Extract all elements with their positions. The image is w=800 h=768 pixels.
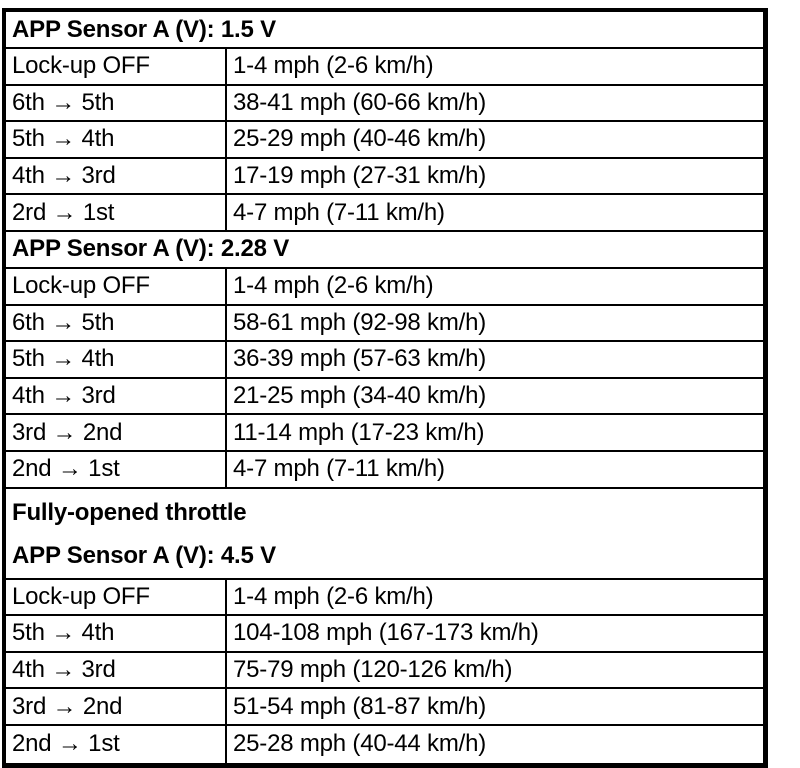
speed-value-cell: 75-79 mph (120-126 km/h): [233, 656, 513, 684]
shift-label-cell: 5th → 4th: [6, 342, 227, 377]
shift-label-cell: 2nd → 1st: [6, 725, 227, 763]
shift-label-cell: 5th → 4th: [6, 122, 227, 157]
shift-label-cell: Lock-up OFF: [6, 49, 227, 84]
table-row: 3rd → 2nd 11-14 mph (17-23 km/h): [6, 415, 763, 452]
speed-value-cell: 21-25 mph (34-40 km/h): [233, 382, 487, 410]
table-row: Lock-up OFF 1-4 mph (2-6 km/h): [6, 49, 763, 86]
shift-speed-table: APP Sensor A (V): 1.5 V Lock-up OFF 1-4 …: [2, 8, 768, 768]
speed-value-cell: 25-28 mph (40-44 km/h): [233, 730, 487, 758]
shift-label-cell: 6th → 5th: [6, 305, 227, 341]
shift-label-cell: 5th → 4th: [6, 616, 227, 651]
speed-value-cell: 104-108 mph (167-173 km/h): [233, 619, 539, 647]
shift-label-cell: 3rd → 2nd: [6, 415, 227, 450]
speed-value-cell: 58-61 mph (92-98 km/h): [233, 308, 487, 336]
speed-value-cell: 1-4 mph (2-6 km/h): [233, 52, 434, 80]
table-row: 5th → 4th 104-108 mph (167-173 km/h): [6, 616, 763, 653]
section-header-row: APP Sensor A (V): 1.5 V: [6, 12, 763, 49]
speed-value-cell: 25-29 mph (40-46 km/h): [233, 125, 487, 153]
table-row: 2nd → 1st 25-28 mph (40-44 km/h): [6, 725, 763, 763]
table-row: 6th → 5th 58-61 mph (92-98 km/h): [6, 305, 763, 343]
table-row: 4th → 3rd 75-79 mph (120-126 km/h): [6, 652, 763, 690]
shift-label-cell: Lock-up OFF: [6, 268, 227, 304]
section-header-row: APP Sensor A (V): 2.28 V: [6, 232, 763, 269]
shift-label-cell: 4th → 3rd: [6, 378, 227, 414]
shift-label-cell: 6th → 5th: [6, 85, 227, 121]
table-row: Lock-up OFF 1-4 mph (2-6 km/h): [6, 579, 763, 617]
table-row: 2nd → 1st 4-7 mph (7-11 km/h): [6, 451, 763, 489]
shift-label-cell: 3rd → 2nd: [6, 689, 227, 724]
shift-label-cell: 4th → 3rd: [6, 158, 227, 194]
shift-label-cell: 2nd → 1st: [6, 451, 227, 487]
table-row: 5th → 4th 25-29 mph (40-46 km/h): [6, 122, 763, 159]
speed-value-cell: 51-54 mph (81-87 km/h): [233, 692, 487, 720]
table-row: 4th → 3rd 17-19 mph (27-31 km/h): [6, 158, 763, 196]
speed-value-cell: 17-19 mph (27-31 km/h): [233, 162, 487, 190]
table-row: 5th → 4th 36-39 mph (57-63 km/h): [6, 342, 763, 379]
table-row: 4th → 3rd 21-25 mph (34-40 km/h): [6, 378, 763, 416]
table-row: 2rd → 1st 4-7 mph (7-11 km/h): [6, 195, 763, 232]
speed-value-cell: 4-7 mph (7-11 km/h): [233, 198, 445, 226]
section-header-row-tall: Fully-opened throttle APP Sensor A (V): …: [6, 489, 763, 580]
section-header-line-2: APP Sensor A (V): 4.5 V: [12, 541, 276, 569]
speed-value-cell: 38-41 mph (60-66 km/h): [233, 88, 487, 116]
section-header-line-1: Fully-opened throttle: [12, 498, 247, 526]
speed-value-cell: 4-7 mph (7-11 km/h): [233, 455, 445, 483]
shift-label-cell: 2rd → 1st: [6, 195, 227, 230]
shift-label-cell: 4th → 3rd: [6, 652, 227, 688]
speed-value-cell: 11-14 mph (17-23 km/h): [233, 418, 485, 446]
table-row: 6th → 5th 38-41 mph (60-66 km/h): [6, 85, 763, 123]
table-row: 3rd → 2nd 51-54 mph (81-87 km/h): [6, 689, 763, 726]
speed-value-cell: 1-4 mph (2-6 km/h): [233, 272, 434, 300]
section-header-text: APP Sensor A (V): 1.5 V: [12, 15, 276, 43]
shift-label-cell: Lock-up OFF: [6, 579, 227, 615]
speed-value-cell: 36-39 mph (57-63 km/h): [233, 345, 487, 373]
section-header-text: APP Sensor A (V): 2.28 V: [12, 235, 290, 263]
speed-value-cell: 1-4 mph (2-6 km/h): [233, 582, 434, 610]
table-row: Lock-up OFF 1-4 mph (2-6 km/h): [6, 268, 763, 306]
